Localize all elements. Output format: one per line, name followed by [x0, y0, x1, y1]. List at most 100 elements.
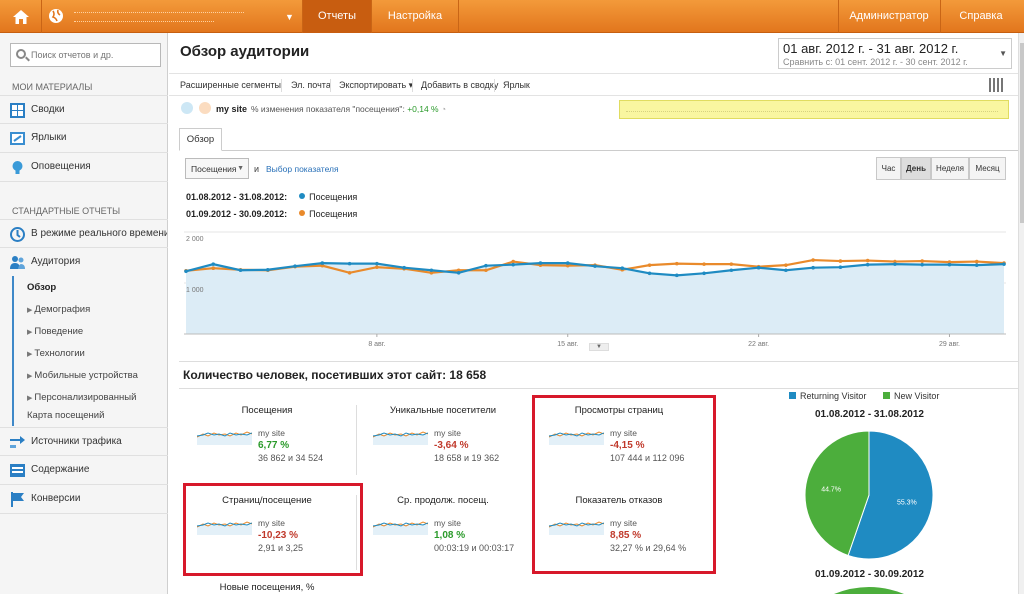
data-point[interactable]	[838, 265, 843, 269]
sidebar-item-audience[interactable]: Аудитория	[0, 248, 168, 277]
pie-slice[interactable]	[804, 430, 870, 557]
data-point[interactable]	[565, 263, 570, 268]
data-point[interactable]	[947, 260, 952, 264]
data-point[interactable]	[865, 262, 870, 267]
data-point[interactable]	[974, 263, 979, 267]
data-point[interactable]	[893, 259, 897, 264]
data-point[interactable]	[893, 262, 897, 266]
account-selector[interactable]	[74, 4, 284, 22]
data-point[interactable]	[647, 263, 652, 267]
sidebar-sub-custom[interactable]: ▶ Персонализированный	[27, 392, 136, 403]
data-point[interactable]	[920, 259, 924, 263]
granularity-day[interactable]: День	[901, 157, 931, 180]
data-point[interactable]	[920, 262, 924, 267]
data-point[interactable]	[511, 259, 515, 264]
data-point[interactable]	[729, 262, 734, 266]
data-point[interactable]	[974, 259, 979, 264]
metric-card[interactable]: Уникальные посетители my site -3,64 % 18 65…	[358, 405, 528, 485]
scrollbar-thumb[interactable]	[1020, 43, 1024, 223]
tab-reports[interactable]: Отчеты	[303, 0, 371, 33]
admin-link[interactable]: Администратор	[849, 10, 929, 22]
email-button[interactable]: Эл. почта	[291, 80, 331, 90]
data-point[interactable]	[429, 268, 434, 273]
data-point[interactable]	[511, 262, 515, 267]
data-point[interactable]	[538, 261, 543, 265]
advanced-segments-button[interactable]: Расширенные сегменты	[180, 80, 281, 90]
sidebar-sub-demographics[interactable]: ▶ Демография	[27, 304, 90, 315]
data-point[interactable]	[347, 271, 352, 275]
data-point[interactable]	[484, 263, 488, 268]
chart-resize-handle[interactable]: ▼	[589, 343, 609, 351]
help-link[interactable]: Справка	[959, 10, 1003, 22]
sidebar-item-alerts[interactable]: Оповещения	[0, 153, 168, 182]
qr-icon[interactable]	[989, 78, 1003, 92]
data-point[interactable]	[565, 261, 570, 265]
data-point[interactable]	[784, 263, 788, 267]
granularity-hour[interactable]: Час	[876, 157, 901, 180]
data-point[interactable]	[702, 262, 706, 266]
metric-card[interactable]: Ср. продолж. посещ. my site 1,08 % 00:03:19…	[358, 495, 528, 575]
sidebar-item-content[interactable]: Содержание	[0, 456, 168, 485]
data-point[interactable]	[184, 269, 188, 274]
sidebar-sub-technology[interactable]: ▶ Технологии	[27, 348, 85, 359]
data-point[interactable]	[347, 261, 352, 266]
data-point[interactable]	[593, 264, 597, 268]
data-point[interactable]	[402, 265, 406, 270]
data-point[interactable]	[238, 268, 243, 273]
data-point[interactable]	[675, 261, 679, 266]
metric-card[interactable]: Страниц/посещение my site -10,23 % 2,91 и 3…	[182, 495, 352, 575]
metric-card[interactable]: Просмотры страниц my site -4,15 % 107 444 и…	[534, 405, 704, 485]
data-point[interactable]	[620, 266, 625, 271]
data-point[interactable]	[375, 265, 379, 269]
sidebar-item-realtime[interactable]: В режиме реального времени	[0, 219, 168, 248]
data-point[interactable]	[320, 263, 325, 268]
data-point[interactable]	[320, 261, 325, 265]
data-point[interactable]	[838, 259, 843, 263]
data-point[interactable]	[375, 261, 379, 266]
pick-metric-link[interactable]: Выбор показателя	[266, 164, 339, 174]
sidebar-sub-visitor-flow[interactable]: Карта посещений	[27, 410, 105, 421]
sidebar-item-dashboards[interactable]: Сводки	[0, 95, 168, 124]
sidebar-sub-mobile[interactable]: ▶ Мобильные устройства	[27, 370, 138, 381]
search-input[interactable]	[31, 47, 156, 63]
tab-settings[interactable]: Настройка	[387, 10, 443, 22]
data-point[interactable]	[647, 271, 652, 276]
data-point[interactable]	[702, 271, 706, 276]
data-point[interactable]	[865, 258, 870, 263]
data-point[interactable]	[729, 268, 734, 273]
data-point[interactable]	[484, 268, 488, 273]
add-to-dashboard-button[interactable]: Добавить в сводку	[421, 80, 499, 90]
chevron-down-icon[interactable]: ▼	[285, 12, 294, 22]
data-point[interactable]	[784, 268, 788, 273]
sidebar-item-traffic-sources[interactable]: Источники трафика	[0, 427, 168, 456]
sidebar-sub-behavior[interactable]: ▶ Поведение	[27, 326, 83, 337]
data-point[interactable]	[293, 264, 297, 268]
granularity-week[interactable]: Неделя	[931, 157, 969, 180]
data-point[interactable]	[211, 262, 216, 266]
sidebar-item-shortcuts[interactable]: Ярлыки	[0, 124, 168, 153]
data-point[interactable]	[429, 271, 434, 275]
granularity-month[interactable]: Месяц	[969, 157, 1006, 180]
scrollbar[interactable]	[1018, 33, 1024, 594]
data-point[interactable]	[811, 265, 815, 270]
export-button[interactable]: Экспортировать ▾	[339, 80, 414, 90]
metric-select[interactable]: Посещения ▼	[185, 158, 249, 179]
search-box[interactable]	[10, 43, 161, 67]
data-point[interactable]	[675, 273, 679, 278]
data-point[interactable]	[947, 262, 952, 267]
data-point[interactable]	[1002, 262, 1006, 266]
data-point[interactable]	[811, 258, 815, 262]
home-button[interactable]	[0, 0, 42, 33]
sidebar-item-conversions[interactable]: Конверсии	[0, 485, 168, 514]
tab-overview[interactable]: Обзор	[179, 128, 222, 151]
data-point[interactable]	[266, 267, 270, 272]
data-point[interactable]	[211, 266, 216, 271]
data-point[interactable]	[456, 271, 461, 275]
sidebar-sub-overview[interactable]: Обзор	[27, 282, 57, 293]
data-point[interactable]	[456, 268, 461, 273]
shortcut-button[interactable]: Ярлык	[503, 80, 530, 90]
data-point[interactable]	[756, 265, 761, 270]
date-range-picker[interactable]: 01 авг. 2012 г. - 31 авг. 2012 г. Сравни…	[778, 38, 1012, 69]
metric-card[interactable]: Показатель отказов my site 8,85 % 32,27 % и…	[534, 495, 704, 575]
metric-card[interactable]: Посещения my site 6,77 % 36 862 и 34 524	[182, 405, 352, 485]
